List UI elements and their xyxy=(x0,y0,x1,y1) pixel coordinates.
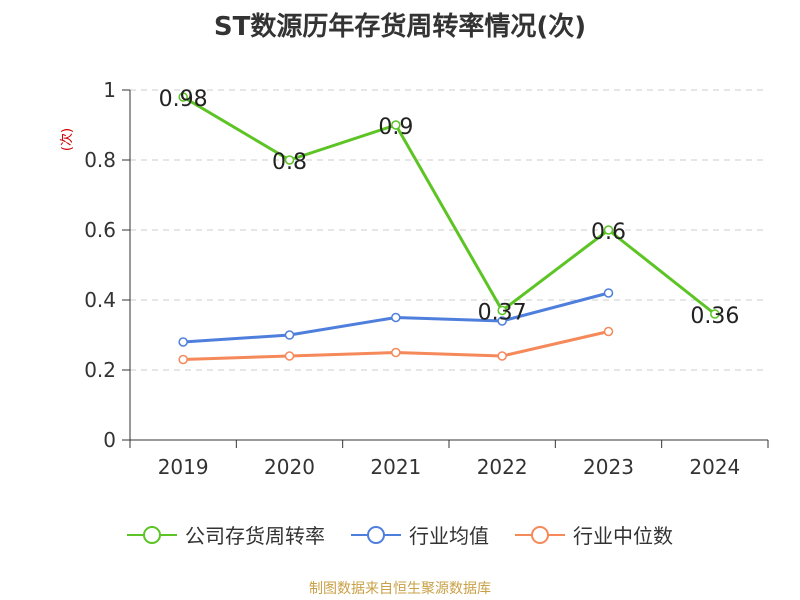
x-tick-label: 2022 xyxy=(477,455,528,479)
chart-title: ST数源历年存货周转率情况(次) xyxy=(213,12,587,42)
y-tick-label: 0.8 xyxy=(84,148,116,172)
legend-item[interactable]: 行业中位数 xyxy=(515,520,673,549)
data-label: 0.36 xyxy=(690,304,739,329)
data-point xyxy=(284,351,295,361)
y-tick-label: 0.4 xyxy=(84,288,116,312)
y-tick-label: 0 xyxy=(103,428,116,452)
data-label: 0.37 xyxy=(478,301,527,326)
data-label: 0.98 xyxy=(159,87,208,112)
legend-swatch xyxy=(127,525,177,544)
y-tick-label: 1 xyxy=(103,78,116,102)
legend-item[interactable]: 行业均值 xyxy=(351,520,489,549)
data-point xyxy=(178,337,188,347)
data-point xyxy=(710,309,720,319)
x-tick-label: 2020 xyxy=(264,455,315,479)
data-point xyxy=(391,120,401,130)
legend: 公司存货周转率 行业均值 行业中位数 xyxy=(0,520,800,549)
x-tick-label: 2023 xyxy=(583,455,634,479)
legend-item[interactable]: 公司存货周转率 xyxy=(127,520,325,549)
data-point xyxy=(178,354,188,365)
data-label: 0.9 xyxy=(378,115,413,140)
data-point xyxy=(497,316,507,326)
data-point xyxy=(391,312,401,323)
data-point xyxy=(391,347,401,358)
data-point xyxy=(603,225,614,235)
data-label: 0.6 xyxy=(591,220,626,245)
source-note: 制图数据来自恒生聚源数据库 xyxy=(309,581,491,597)
data-point xyxy=(497,351,507,361)
data-point xyxy=(284,330,295,340)
x-tick-label: 2024 xyxy=(689,455,740,479)
y-tick-label: 0.6 xyxy=(84,218,116,242)
data-point xyxy=(497,305,507,316)
x-tick-label: 2019 xyxy=(158,455,209,479)
legend-label: 行业中位数 xyxy=(573,524,673,548)
y-tick-label: 0.2 xyxy=(84,358,116,382)
legend-label: 行业均值 xyxy=(409,524,489,548)
data-point xyxy=(178,92,188,102)
legend-swatch xyxy=(351,525,401,544)
legend-swatch xyxy=(515,525,565,544)
data-point xyxy=(284,155,295,165)
data-point xyxy=(603,288,614,298)
legend-label: 公司存货周转率 xyxy=(185,524,325,548)
x-tick-label: 2021 xyxy=(370,455,421,479)
series-line xyxy=(182,95,716,316)
data-label: 0.8 xyxy=(272,150,307,175)
data-point xyxy=(603,326,614,337)
